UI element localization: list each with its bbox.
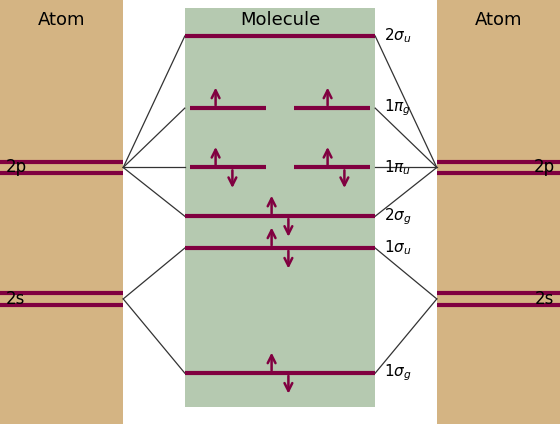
- Text: $1\sigma_u$: $1\sigma_u$: [384, 239, 411, 257]
- Text: $2\sigma_u$: $2\sigma_u$: [384, 27, 411, 45]
- Bar: [0, 0, 123, 424]
- Text: 2s: 2s: [6, 290, 25, 308]
- Text: $1\pi_u$: $1\pi_u$: [384, 158, 410, 177]
- Bar: [185, 8, 375, 407]
- Text: 2p: 2p: [6, 159, 27, 176]
- Text: $1\pi_g$: $1\pi_g$: [384, 98, 411, 118]
- Text: 2p: 2p: [533, 159, 554, 176]
- Text: Atom: Atom: [475, 11, 522, 28]
- Text: 2s: 2s: [535, 290, 554, 308]
- Text: Molecule: Molecule: [240, 11, 320, 28]
- Text: $2\sigma_g$: $2\sigma_g$: [384, 206, 411, 226]
- Bar: [437, 0, 560, 424]
- Text: $1\sigma_g$: $1\sigma_g$: [384, 363, 411, 383]
- Text: Atom: Atom: [38, 11, 85, 28]
